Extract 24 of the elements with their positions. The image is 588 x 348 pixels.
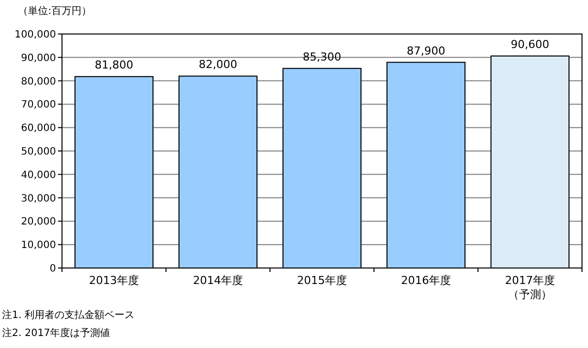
text: 注2. 2017年度は予測値 [2,327,110,339]
x-tick-label: 2013年度 [89,274,139,287]
y-axis-title: （単位:百万円） [18,5,92,17]
y-tick-label: 60,000 [21,123,56,134]
y-tick-label: 80,000 [21,76,56,88]
data-label: 85,300 [302,50,342,64]
data-label: 90,600 [510,38,550,51]
text: 注1. 利用者の支払金額ベース [2,309,135,321]
y-tick-label: 30,000 [21,193,56,204]
y-tick-label: 40,000 [21,170,56,181]
y-tick-label: 20,000 [21,216,56,228]
x-tick-label: 2014年度 [193,274,243,287]
data-label: 87,900 [406,44,446,58]
x-tick-label: 2016年度 [401,274,451,287]
x-tick-label: 2017年度（予測） [505,274,555,301]
x-tick-label: 2015年度 [297,274,347,287]
y-tick-label: 10,000 [21,240,56,252]
y-tick-label: 0 [50,264,56,274]
y-tick-label: 70,000 [21,100,56,111]
data-label: 81,800 [94,58,134,72]
data-label: 82,000 [198,58,238,72]
y-tick-label: 100,000 [14,30,56,40]
y-tick-label: 90,000 [21,52,56,64]
y-tick-label: 50,000 [21,146,56,158]
